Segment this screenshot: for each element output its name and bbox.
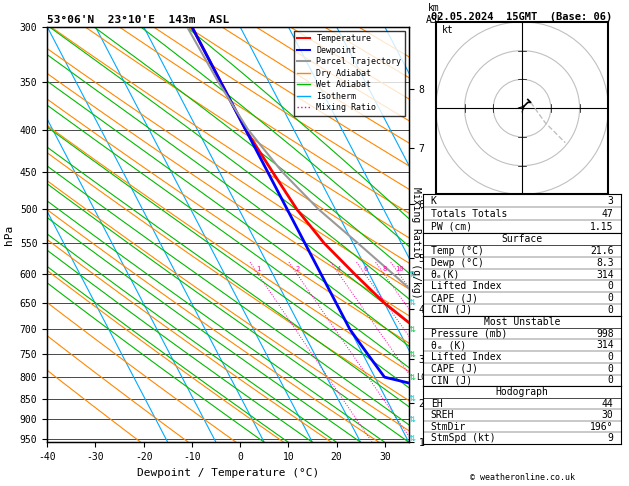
Text: θₑ (K): θₑ (K) [431, 340, 466, 350]
Text: 6: 6 [363, 266, 367, 272]
Text: 314: 314 [596, 340, 613, 350]
Text: Mixing Ratio (g/kg): Mixing Ratio (g/kg) [411, 187, 421, 299]
Text: km
ASL: km ASL [425, 3, 443, 25]
Text: EH: EH [431, 399, 442, 409]
Text: StmDir: StmDir [431, 421, 466, 432]
Y-axis label: hPa: hPa [4, 225, 14, 244]
Text: CAPE (J): CAPE (J) [431, 293, 477, 303]
Text: ⇅: ⇅ [408, 415, 416, 424]
Legend: Temperature, Dewpoint, Parcel Trajectory, Dry Adiabat, Wet Adiabat, Isotherm, Mi: Temperature, Dewpoint, Parcel Trajectory… [294, 31, 404, 116]
Text: 30: 30 [602, 410, 613, 420]
Text: 314: 314 [596, 270, 613, 279]
Text: 47: 47 [602, 209, 613, 219]
Text: CAPE (J): CAPE (J) [431, 364, 477, 374]
Text: 53°06'N  23°10'E  143m  ASL: 53°06'N 23°10'E 143m ASL [47, 15, 230, 25]
Text: 1.15: 1.15 [590, 222, 613, 232]
Text: 44: 44 [602, 399, 613, 409]
Text: Pressure (mb): Pressure (mb) [431, 329, 507, 339]
Text: K: K [431, 196, 437, 206]
Text: 3: 3 [608, 196, 613, 206]
Text: 0: 0 [608, 293, 613, 303]
X-axis label: Dewpoint / Temperature (°C): Dewpoint / Temperature (°C) [137, 468, 319, 478]
Text: 0: 0 [608, 364, 613, 374]
Text: Hodograph: Hodograph [496, 387, 548, 397]
Text: Dewp (°C): Dewp (°C) [431, 258, 484, 268]
Text: 21.6: 21.6 [590, 246, 613, 256]
Text: kt: kt [442, 25, 454, 35]
Text: Most Unstable: Most Unstable [484, 317, 560, 327]
Text: SREH: SREH [431, 410, 454, 420]
Text: CIN (J): CIN (J) [431, 305, 472, 315]
Text: ⇅: ⇅ [408, 373, 416, 382]
Text: 10: 10 [395, 266, 404, 272]
Text: Totals Totals: Totals Totals [431, 209, 507, 219]
Text: ⇅: ⇅ [408, 325, 416, 334]
Text: ⇅: ⇅ [408, 298, 416, 308]
Text: 0: 0 [608, 305, 613, 315]
Text: Surface: Surface [501, 234, 543, 244]
Text: 4: 4 [337, 266, 342, 272]
Text: ⇅: ⇅ [408, 434, 416, 443]
Text: 8.3: 8.3 [596, 258, 613, 268]
Text: 0: 0 [608, 352, 613, 362]
Text: StmSpd (kt): StmSpd (kt) [431, 433, 495, 443]
Text: Temp (°C): Temp (°C) [431, 246, 484, 256]
Text: 196°: 196° [590, 421, 613, 432]
Text: © weatheronline.co.uk: © weatheronline.co.uk [470, 473, 574, 482]
Text: CIN (J): CIN (J) [431, 376, 472, 385]
Text: 02.05.2024  15GMT  (Base: 06): 02.05.2024 15GMT (Base: 06) [431, 12, 613, 22]
Text: Lifted Index: Lifted Index [431, 281, 501, 292]
Text: 0: 0 [608, 376, 613, 385]
Text: 9: 9 [608, 433, 613, 443]
Text: ⇅: ⇅ [408, 349, 416, 359]
Text: Lifted Index: Lifted Index [431, 352, 501, 362]
Text: ⇅: ⇅ [408, 394, 416, 403]
Text: 1: 1 [256, 266, 260, 272]
Text: PW (cm): PW (cm) [431, 222, 472, 232]
Text: ⇅: ⇅ [408, 270, 416, 279]
Text: θₑ(K): θₑ(K) [431, 270, 460, 279]
Text: 0: 0 [608, 281, 613, 292]
Text: LCL: LCL [416, 373, 431, 382]
Text: 8: 8 [382, 266, 386, 272]
Text: 998: 998 [596, 329, 613, 339]
Text: 2: 2 [295, 266, 299, 272]
